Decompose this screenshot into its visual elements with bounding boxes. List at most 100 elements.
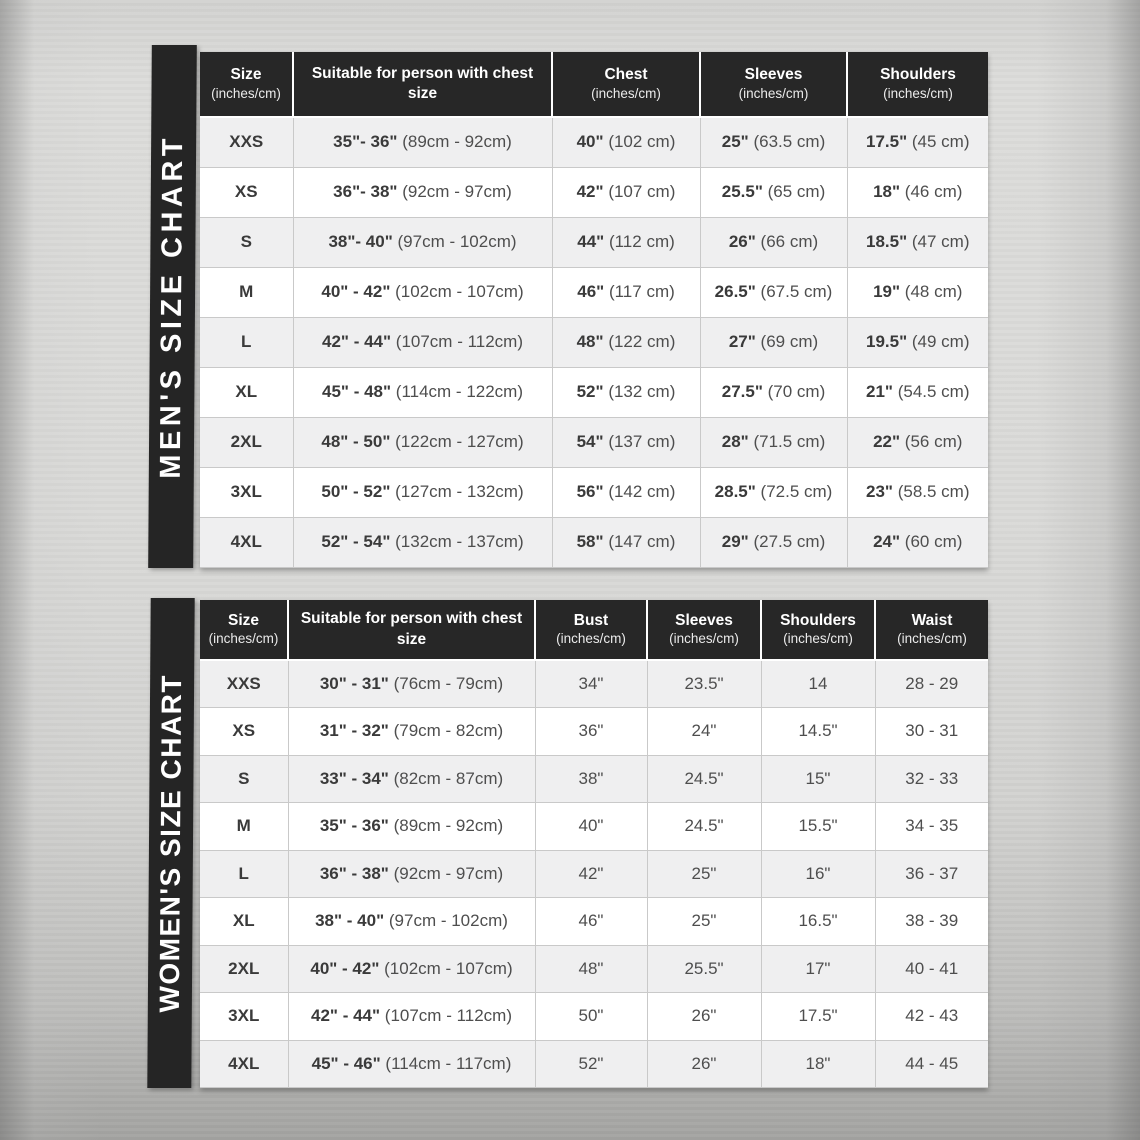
table-cell: 36"- 38" (92cm - 97cm) (292, 166, 553, 218)
table-cell: 18.5" (47 cm) (846, 216, 988, 268)
womens-size-table: Size (inches/cm) Suitable for person with … (200, 600, 988, 1088)
column-header: Shoulders (inches/cm) (846, 52, 988, 118)
table-cell: 17.5" (45 cm) (846, 116, 988, 168)
table-cell: M (200, 266, 294, 318)
table-row: L 36" - 38" (92cm - 97cm) 42" 25" 16" 36 - 37 (200, 849, 988, 898)
table-row: S 33" - 34" (82cm - 87cm) 38" 24.5" 15" 32 - … (200, 754, 988, 803)
column-header: Shoulders (inches/cm) (760, 600, 876, 661)
table-cell: 38" - 40" (97cm - 102cm) (287, 897, 536, 946)
table-cell: 16.5" (760, 897, 876, 946)
table-cell: 2XL (200, 944, 289, 993)
table-cell: 48" (534, 944, 648, 993)
table-row: XL 45" - 48" (114cm - 122cm) 52" (132 cm) 2… (200, 366, 988, 418)
table-cell: 21" (54.5 cm) (846, 366, 988, 418)
womens-chart-title: WOMEN'S SIZE CHART (153, 673, 188, 1013)
table-cell: 45" - 48" (114cm - 122cm) (292, 366, 553, 418)
table-cell: 29" (27.5 cm) (699, 516, 848, 568)
table-cell: 27.5" (70 cm) (699, 366, 848, 418)
table-cell: L (200, 316, 294, 368)
table-cell: XL (200, 366, 294, 418)
column-header: Size (inches/cm) (200, 600, 289, 661)
table-cell: 25" (63.5 cm) (699, 116, 848, 168)
table-cell: 38"- 40" (97cm - 102cm) (292, 216, 553, 268)
table-cell: 48" - 50" (122cm - 127cm) (292, 416, 553, 468)
table-cell: 24" (60 cm) (846, 516, 988, 568)
column-header: Sleeves (inches/cm) (646, 600, 762, 661)
column-header: Suitable for person with chest size (287, 600, 536, 661)
table-row: M 35" - 36" (89cm - 92cm) 40" 24.5" 15.5" 34 … (200, 802, 988, 851)
table-cell: 14 (760, 659, 876, 708)
table-cell: 3XL (200, 992, 289, 1041)
table-row: XS 36"- 38" (92cm - 97cm) 42" (107 cm) 25.5… (200, 166, 988, 218)
column-header: Chest (inches/cm) (551, 52, 701, 118)
table-row: XS 31" - 32" (79cm - 82cm) 36" 24" 14.5" 30 -… (200, 707, 988, 756)
table-cell: 17.5" (760, 992, 876, 1041)
table-cell: 40" (102 cm) (551, 116, 701, 168)
table-cell: 46" (117 cm) (551, 266, 701, 318)
table-cell: XS (200, 707, 289, 756)
table-row: S 38"- 40" (97cm - 102cm) 44" (112 cm) 26" … (200, 216, 988, 268)
table-cell: 45" - 46" (114cm - 117cm) (287, 1039, 536, 1088)
table-cell: 23" (58.5 cm) (846, 466, 988, 518)
table-cell: 46" (534, 897, 648, 946)
table-cell: 16" (760, 849, 876, 898)
table-cell: 14.5" (760, 707, 876, 756)
table-cell: 23.5" (646, 659, 762, 708)
table-cell: 25.5" (646, 944, 762, 993)
table-cell: 3XL (200, 466, 294, 518)
table-cell: 52" (132 cm) (551, 366, 701, 418)
table-row: 4XL 52" - 54" (132cm - 137cm) 58" (147 cm)… (200, 516, 988, 568)
table-row: 3XL 42" - 44" (107cm - 112cm) 50" 26" 17.5" 4… (200, 992, 988, 1041)
table-cell: S (200, 754, 289, 803)
table-cell: 30" - 31" (76cm - 79cm) (287, 659, 536, 708)
table-cell: 27" (69 cm) (699, 316, 848, 368)
table-cell: 44 - 45 (874, 1039, 988, 1088)
header-row: Size (inches/cm) Suitable for person with … (200, 600, 988, 661)
table-cell: 26" (66 cm) (699, 216, 848, 268)
table-cell: 56" (142 cm) (551, 466, 701, 518)
table-cell: 28" (71.5 cm) (699, 416, 848, 468)
table-cell: 25" (646, 897, 762, 946)
table-cell: 48" (122 cm) (551, 316, 701, 368)
table-cell: 30 - 31 (874, 707, 988, 756)
header-row: Size (inches/cm) Suitable for person with … (200, 52, 988, 118)
table-cell: 22" (56 cm) (846, 416, 988, 468)
table-cell: 52" - 54" (132cm - 137cm) (292, 516, 553, 568)
table-row: XXS 35"- 36" (89cm - 92cm) 40" (102 cm) 25"… (200, 116, 988, 168)
table-cell: 40" - 42" (102cm - 107cm) (287, 944, 536, 993)
table-cell: 15" (760, 754, 876, 803)
size-table: Size (inches/cm) Suitable for person with … (200, 600, 988, 1088)
table-cell: 15.5" (760, 802, 876, 851)
column-header: Bust (inches/cm) (534, 600, 648, 661)
table-cell: 34 - 35 (874, 802, 988, 851)
table-row: L 42" - 44" (107cm - 112cm) 48" (122 cm) 27… (200, 316, 988, 368)
table-row: 2XL 48" - 50" (122cm - 127cm) 54" (137 cm)… (200, 416, 988, 468)
table-cell: 33" - 34" (82cm - 87cm) (287, 754, 536, 803)
table-cell: 42" - 44" (107cm - 112cm) (292, 316, 553, 368)
table-cell: 54" (137 cm) (551, 416, 701, 468)
table-cell: 38" (534, 754, 648, 803)
table-cell: 26" (646, 1039, 762, 1088)
table-row: XXS 30" - 31" (76cm - 79cm) 34" 23.5" 14 28 -… (200, 659, 988, 708)
table-cell: L (200, 849, 289, 898)
table-cell: 40 - 41 (874, 944, 988, 993)
table-cell: XS (200, 166, 294, 218)
mens-chart-sidebar: MEN'S SIZE CHART (148, 45, 197, 568)
table-cell: 58" (147 cm) (551, 516, 701, 568)
table-cell: 19" (48 cm) (846, 266, 988, 318)
table-cell: 52" (534, 1039, 648, 1088)
table-cell: 36" - 38" (92cm - 97cm) (287, 849, 536, 898)
table-cell: 42" - 44" (107cm - 112cm) (287, 992, 536, 1041)
table-cell: 2XL (200, 416, 294, 468)
table-cell: 4XL (200, 1039, 289, 1088)
table-cell: 36 - 37 (874, 849, 988, 898)
table-cell: 26" (646, 992, 762, 1041)
column-header: Sleeves (inches/cm) (699, 52, 848, 118)
table-cell: 50" - 52" (127cm - 132cm) (292, 466, 553, 518)
table-cell: 38 - 39 (874, 897, 988, 946)
table-row: 4XL 45" - 46" (114cm - 117cm) 52" 26" 18" 44 … (200, 1039, 988, 1088)
mens-size-table: Size (inches/cm) Suitable for person with … (200, 52, 988, 568)
table-cell: 17" (760, 944, 876, 993)
table-cell: 42 - 43 (874, 992, 988, 1041)
